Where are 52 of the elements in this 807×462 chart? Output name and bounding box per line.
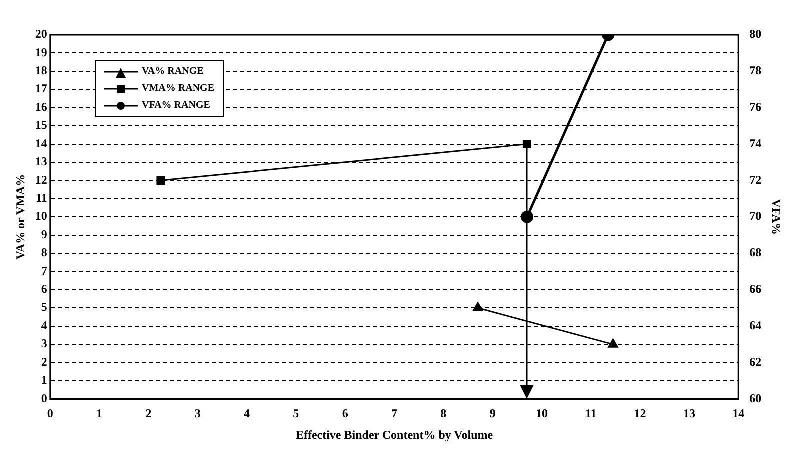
y2-tick-label: 72 xyxy=(750,172,762,187)
y2-tick-label: 80 xyxy=(750,27,762,42)
x-tick-label: 2 xyxy=(146,406,152,420)
x-tick-label: 6 xyxy=(342,406,348,420)
y2-tick-label: 64 xyxy=(750,318,762,332)
y-tick-label: 9 xyxy=(41,227,48,242)
y-tick-label: 8 xyxy=(41,246,48,260)
y2-tick-label: 60 xyxy=(750,391,762,406)
y-tick-label: 18 xyxy=(35,64,48,78)
y-tick-label: 10 xyxy=(35,209,48,224)
x-tick-label: 5 xyxy=(293,406,300,420)
x-tick-label: 7 xyxy=(392,406,398,420)
x-tick-label: 13 xyxy=(683,406,696,420)
y-tick-label: 0 xyxy=(41,391,48,406)
y-tick-label: 7 xyxy=(41,264,48,278)
y2-tick-label: 74 xyxy=(750,136,762,150)
y-tick-label: 19 xyxy=(35,45,48,60)
x-tick-label: 12 xyxy=(634,406,646,420)
y-tick-label: 14 xyxy=(35,136,48,150)
y-tick-label: 16 xyxy=(35,100,48,114)
y-tick-label: 1 xyxy=(41,373,48,388)
legend-label: VA% RANGE xyxy=(142,66,204,77)
y-tick-label: 15 xyxy=(35,118,48,132)
x-tick-label: 9 xyxy=(490,406,496,420)
y2-tick-label: 66 xyxy=(750,282,762,296)
y-tick-label: 20 xyxy=(35,27,48,42)
y2-tick-label: 76 xyxy=(750,100,762,114)
y2-tick-label: 62 xyxy=(750,354,762,369)
x-tick-label: 11 xyxy=(585,406,597,420)
y-tick-label: 5 xyxy=(41,300,48,314)
y-axis-title: VA% or VMA% xyxy=(13,174,28,260)
y2-tick-label: 70 xyxy=(750,209,762,224)
y2-tick-label: 68 xyxy=(750,246,762,260)
y-tick-label: 6 xyxy=(41,282,48,296)
y-tick-label: 4 xyxy=(41,318,48,332)
y-tick-label: 13 xyxy=(35,154,48,169)
y-tick-label: 2 xyxy=(41,354,48,369)
y-tick-label: 3 xyxy=(41,336,48,351)
y2-tick-label: 78 xyxy=(750,64,762,78)
x-tick-label: 10 xyxy=(536,406,548,420)
y-tick-label: 17 xyxy=(35,82,48,96)
x-tick-label: 14 xyxy=(732,406,745,420)
y-tick-label: 12 xyxy=(35,172,48,187)
legend-label: VMA% RANGE xyxy=(142,83,214,94)
y2-axis-title: VFA% xyxy=(770,199,784,235)
x-tick-label: 4 xyxy=(244,406,250,420)
y-tick-label: 11 xyxy=(36,190,48,205)
legend-label: VFA% RANGE xyxy=(142,100,210,111)
x-axis-title: Effective Binder Content% by Volume xyxy=(296,428,494,442)
x-tick-label: 1 xyxy=(96,406,103,420)
x-tick-label: 8 xyxy=(440,406,447,420)
x-tick-label: 3 xyxy=(194,406,201,420)
